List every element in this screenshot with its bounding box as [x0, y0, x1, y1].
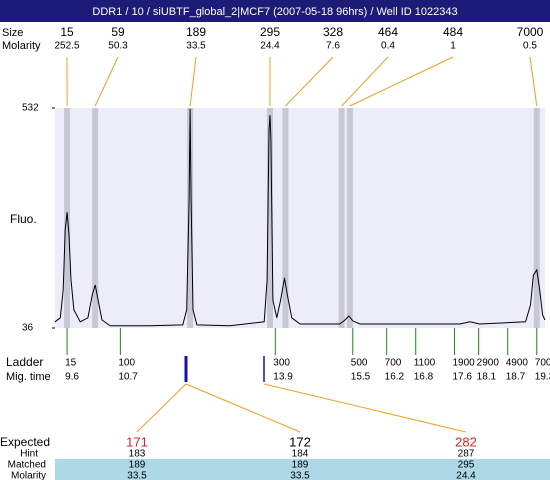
peak-molarity: 50.3: [108, 41, 128, 52]
peak-band: [266, 108, 273, 328]
peak-band: [282, 108, 289, 328]
row-label: Molarity: [2, 40, 41, 52]
ladder-size: 4900: [506, 358, 529, 369]
peak-connector: [349, 56, 454, 107]
connectors: [136, 383, 467, 433]
molarity-value: 24.4: [456, 471, 476, 480]
peak-molarity: 252.5: [54, 41, 79, 52]
row-label: Expected: [0, 435, 50, 449]
matched-value: 295: [458, 460, 475, 471]
row-label: Matched: [8, 460, 46, 471]
connector: [263, 383, 467, 433]
title: DDR1 / 10 / siUBTF_global_2|MCF7 (2007-0…: [92, 6, 457, 18]
row-label: Mig. time: [6, 371, 51, 383]
peak-band: [338, 108, 345, 328]
trace: [54, 108, 546, 327]
ladder-size: 2900: [477, 358, 500, 369]
peak-band: [346, 108, 353, 328]
peak-molarity: 7.6: [326, 41, 340, 52]
ladder-time: 15.5: [351, 372, 371, 383]
expected-value: 282: [455, 434, 477, 449]
ladder-time: 10.7: [118, 372, 138, 383]
peak-connector: [529, 56, 538, 107]
peak-connector: [94, 56, 119, 107]
row-label: Hint: [20, 449, 38, 460]
ladder-time: 18.7: [506, 372, 526, 383]
ladder-size: 700: [385, 358, 402, 369]
peak-connector: [285, 56, 334, 107]
hint-value: 183: [129, 449, 146, 460]
ladder-time: 17.6: [452, 372, 472, 383]
peak-molarity: 0.4: [381, 41, 395, 52]
peak-connector: [189, 56, 197, 107]
hint-value: 184: [292, 449, 309, 460]
peak-molarity: 24.4: [260, 41, 280, 52]
ladder-size: 100: [118, 358, 135, 369]
peak-size: 189: [186, 25, 206, 39]
molarity-value: 33.5: [290, 471, 310, 480]
y-label: Fluo.: [10, 212, 37, 226]
matched-value: 189: [129, 460, 146, 471]
y-tick-label: 532: [22, 103, 39, 114]
ladder-time: 16.8: [414, 372, 434, 383]
ladder-size: 300: [273, 358, 290, 369]
peak-band: [92, 108, 99, 328]
peak-size: 7000: [517, 25, 544, 39]
peak-size: 295: [260, 25, 280, 39]
matched-band: [55, 459, 550, 480]
connector: [185, 383, 301, 433]
ladder-size: 500: [351, 358, 368, 369]
peak-size: 15: [60, 25, 74, 39]
molarity-value: 33.5: [127, 471, 147, 480]
peak-molarity: 33.5: [186, 41, 206, 52]
y-tick-label: 36: [22, 323, 34, 334]
ladder-size: 7000: [535, 358, 550, 369]
row-label: Ladder: [6, 355, 43, 369]
row-label: Molarity: [11, 471, 46, 480]
row-label: Size: [2, 27, 23, 39]
ladder-time: 19.3: [535, 372, 550, 383]
ladder-size: 15: [65, 358, 77, 369]
peak-size: 484: [443, 25, 463, 39]
peak-connector: [341, 56, 389, 107]
ladder-time: 16.2: [385, 372, 405, 383]
peak-band: [187, 108, 194, 328]
peak-size: 464: [378, 25, 398, 39]
ladder-size: 1900: [452, 358, 475, 369]
title-bar: [0, 0, 550, 22]
expected-value: 171: [126, 434, 148, 449]
hint-value: 287: [458, 449, 475, 460]
peak-molarity: 1: [450, 41, 456, 52]
plot-area: [55, 108, 545, 328]
connector: [136, 383, 187, 433]
matched-value: 189: [292, 460, 309, 471]
ladder-size: 1100: [414, 358, 436, 369]
ladder-time: 9.6: [65, 372, 79, 383]
peak-size: 59: [111, 25, 125, 39]
ladder-time: 13.9: [273, 372, 293, 383]
peak-size: 328: [323, 25, 343, 39]
ladder-time: 18.1: [477, 372, 497, 383]
peak-molarity: 0.5: [523, 41, 537, 52]
expected-value: 172: [289, 434, 311, 449]
peak-band: [533, 108, 540, 328]
